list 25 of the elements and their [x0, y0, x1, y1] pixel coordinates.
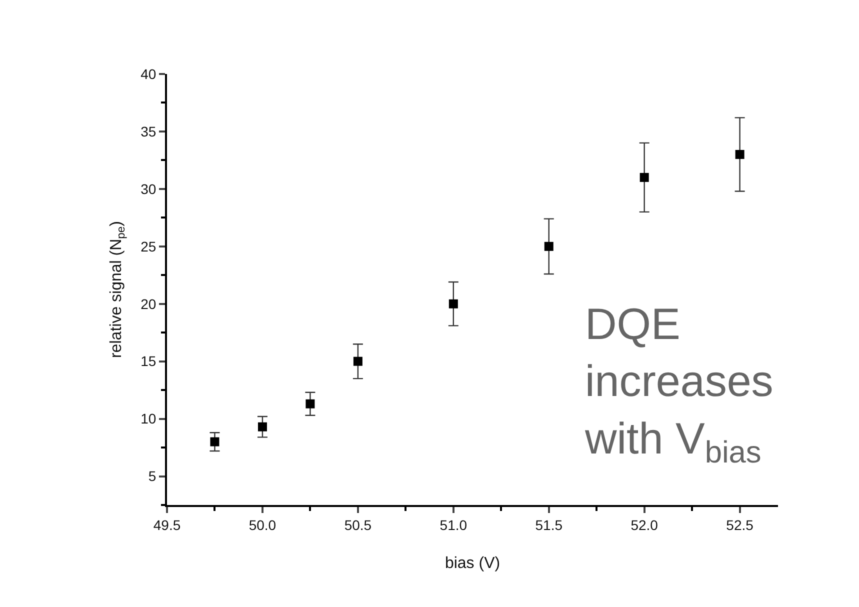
x-tick-label: 52.5	[726, 516, 754, 533]
point	[735, 150, 744, 159]
x-tick-label: 50.0	[248, 516, 276, 533]
point	[210, 437, 220, 446]
x-tick-label: 49.5	[153, 516, 181, 533]
y-tick-label: 40	[140, 66, 156, 82]
point	[353, 356, 362, 366]
x-axis-title: bias (V)	[444, 555, 500, 572]
y-tick-label: 25	[140, 238, 156, 254]
y-tick-label: 35	[140, 123, 156, 140]
x-tick-label: 51.5	[535, 516, 563, 533]
point	[640, 172, 649, 182]
y-tick-label: 5	[148, 468, 156, 484]
x-tick-label: 52.0	[630, 516, 658, 533]
y-tick-label: 20	[140, 296, 156, 312]
point	[258, 422, 267, 432]
annotation: DQE increases with V$_{bias}$	[584, 300, 774, 470]
y-tick-label: 15	[140, 353, 156, 370]
point	[544, 242, 554, 251]
y-tick-label: 10	[140, 410, 156, 427]
point	[306, 399, 315, 408]
x-tick-label: 51.0	[440, 516, 468, 533]
point	[448, 299, 458, 308]
y-tick-label: 30	[140, 180, 156, 197]
x-tick-label: 50.5	[344, 516, 372, 533]
